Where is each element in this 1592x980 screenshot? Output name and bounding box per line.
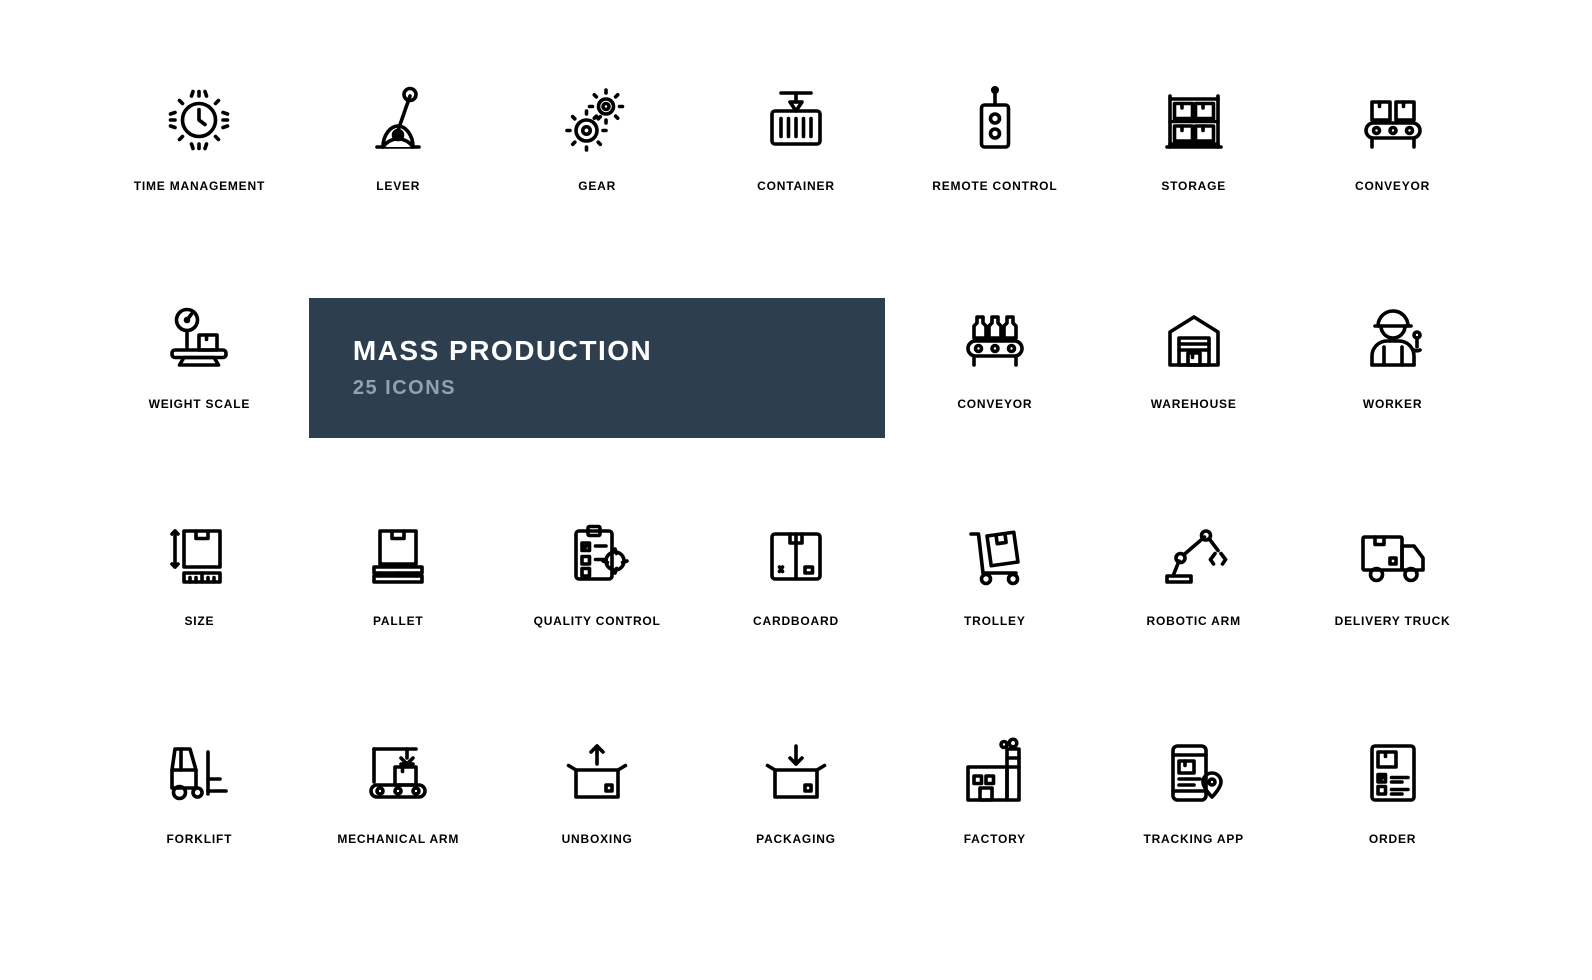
time-management-icon	[159, 80, 239, 160]
cell-packaging: PACKAGING	[707, 733, 886, 901]
set-subtitle: 25 ICONS	[353, 377, 886, 400]
cell-order: ORDER	[1303, 733, 1482, 901]
container-icon	[756, 80, 836, 160]
label: PALLET	[373, 613, 424, 629]
conveyor-icon	[1353, 80, 1433, 160]
label: GEAR	[578, 178, 616, 194]
storage-icon	[1154, 80, 1234, 160]
cell-size: SIZE	[110, 515, 289, 683]
trolley-icon	[955, 515, 1035, 595]
label: UNBOXING	[562, 831, 633, 847]
cell-gear: GEAR	[508, 80, 687, 248]
cell-conveyor: CONVEYOR	[1303, 80, 1482, 248]
label: LEVER	[376, 178, 420, 194]
icon-grid: TIME MANAGEMENT LEVER GEAR CONTAINER REM…	[110, 80, 1482, 900]
label: TIME MANAGEMENT	[134, 178, 265, 194]
cell-unboxing: UNBOXING	[508, 733, 687, 901]
gear-icon	[557, 80, 637, 160]
cell-cardboard: CARDBOARD	[707, 515, 886, 683]
weight-scale-icon	[159, 298, 239, 378]
label: CARDBOARD	[753, 613, 839, 629]
cell-delivery-truck: DELIVERY TRUCK	[1303, 515, 1482, 683]
label: SIZE	[184, 613, 214, 629]
unboxing-icon	[557, 733, 637, 813]
cell-conveyor-bottles: CONVEYOR	[905, 298, 1084, 466]
label: CONVEYOR	[1355, 178, 1430, 194]
forklift-icon	[159, 733, 239, 813]
cell-forklift: FORKLIFT	[110, 733, 289, 901]
label: ORDER	[1369, 831, 1416, 847]
label: DELIVERY TRUCK	[1335, 613, 1451, 629]
tracking-app-icon	[1154, 733, 1234, 813]
label: CONTAINER	[757, 178, 835, 194]
cell-trolley: TROLLEY	[905, 515, 1084, 683]
remote-control-icon	[955, 80, 1035, 160]
set-title: MASS PRODUCTION	[353, 335, 886, 367]
conveyor-bottles-icon	[955, 298, 1035, 378]
label: WEIGHT SCALE	[149, 396, 251, 412]
label: REMOTE CONTROL	[932, 178, 1057, 194]
cell-weight-scale: WEIGHT SCALE	[110, 298, 289, 466]
packaging-icon	[756, 733, 836, 813]
mechanical-arm-icon	[358, 733, 438, 813]
cell-time-management: TIME MANAGEMENT	[110, 80, 289, 248]
cell-warehouse: WAREHOUSE	[1104, 298, 1283, 466]
label: PACKAGING	[756, 831, 836, 847]
cell-lever: LEVER	[309, 80, 488, 248]
label: QUALITY CONTROL	[534, 613, 661, 629]
label: TROLLEY	[964, 613, 1026, 629]
pallet-icon	[358, 515, 438, 595]
quality-control-icon	[557, 515, 637, 595]
label: FACTORY	[964, 831, 1026, 847]
label: ROBOTIC ARM	[1147, 613, 1241, 629]
delivery-truck-icon	[1353, 515, 1433, 595]
order-icon	[1353, 733, 1433, 813]
cell-worker: WORKER	[1303, 298, 1482, 466]
label: MECHANICAL ARM	[337, 831, 459, 847]
size-icon	[159, 515, 239, 595]
cell-mechanical-arm: MECHANICAL ARM	[309, 733, 488, 901]
cell-container: CONTAINER	[707, 80, 886, 248]
cardboard-icon	[756, 515, 836, 595]
label: FORKLIFT	[167, 831, 233, 847]
robotic-arm-icon	[1154, 515, 1234, 595]
lever-icon	[358, 80, 438, 160]
worker-icon	[1353, 298, 1433, 378]
factory-icon	[955, 733, 1035, 813]
cell-quality-control: QUALITY CONTROL	[508, 515, 687, 683]
title-block: MASS PRODUCTION 25 ICONS	[309, 298, 886, 438]
cell-remote-control: REMOTE CONTROL	[905, 80, 1084, 248]
warehouse-icon	[1154, 298, 1234, 378]
label: STORAGE	[1161, 178, 1226, 194]
cell-factory: FACTORY	[905, 733, 1084, 901]
cell-pallet: PALLET	[309, 515, 488, 683]
label: WAREHOUSE	[1151, 396, 1237, 412]
label: WORKER	[1363, 396, 1422, 412]
label: TRACKING APP	[1143, 831, 1244, 847]
cell-tracking-app: TRACKING APP	[1104, 733, 1283, 901]
cell-storage: STORAGE	[1104, 80, 1283, 248]
cell-robotic-arm: ROBOTIC ARM	[1104, 515, 1283, 683]
label: CONVEYOR	[957, 396, 1032, 412]
